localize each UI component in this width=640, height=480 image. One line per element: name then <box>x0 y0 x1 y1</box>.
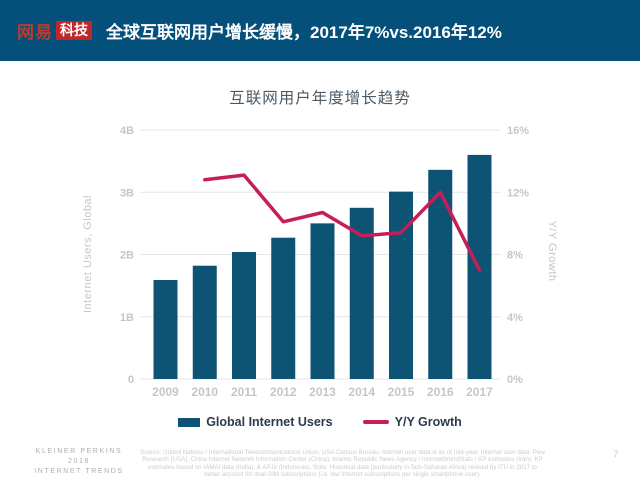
bar-2012 <box>271 237 296 379</box>
year-label: 2013 <box>309 385 336 399</box>
x-axis-year-labels: 2009 2010 2011 2012 2013 2014 2015 2016 2017 <box>152 385 493 399</box>
legend-label: Global Internet Users <box>206 415 333 429</box>
left-tick-label: 4B <box>120 125 134 137</box>
year-label: 2014 <box>348 385 375 399</box>
kleiner-perkins-brand: Kleiner Perkins 2018 Internet Trends <box>20 447 138 477</box>
chart-title: 互联网用户年度增长趋势 <box>229 90 411 107</box>
left-axis-tick-labels: 0 1B 2B 3B 4B <box>120 125 134 386</box>
right-axis-title: Y/Y Growth <box>546 220 558 281</box>
axis-titles: Internet Users, Global Y/Y Growth <box>82 195 558 313</box>
brand-line: 2018 <box>68 458 90 466</box>
brand-line: Kleiner Perkins <box>35 448 123 455</box>
growth-line <box>203 173 482 272</box>
line-swatch-icon <box>362 420 389 424</box>
logo-badge: 科技 <box>56 21 92 40</box>
brand-line: Internet Trends <box>34 468 124 476</box>
legend-label: Y/Y Growth <box>394 415 462 429</box>
header-bar: 网易 科技 全球互联网用户增长缓慢，2017年7%vs.2016年12% <box>0 0 640 61</box>
year-label: 2017 <box>466 385 493 399</box>
year-label: 2012 <box>270 385 297 399</box>
chart-legend: Global Internet Users Y/Y Growth <box>0 411 640 433</box>
bar-2009 <box>153 280 178 379</box>
bar-2011 <box>232 252 256 379</box>
right-tick-label: 8% <box>507 250 523 262</box>
year-label: 2016 <box>427 385 454 399</box>
bar-2013 <box>310 223 335 379</box>
left-axis-title: Internet Users, Global <box>82 195 94 313</box>
right-axis-tick-labels: 0% 4% 8% 12% 16% <box>507 125 529 386</box>
source-note: Source: United Nations / International T… <box>140 449 545 479</box>
netease-tech-logo: 网易 科技 <box>17 18 92 43</box>
right-tick-label: 0% <box>507 374 523 386</box>
chart-growth-line <box>203 173 482 272</box>
legend-item-growth: Y/Y Growth <box>362 415 462 429</box>
year-label: 2011 <box>231 385 257 399</box>
legend-item-users: Global Internet Users <box>178 415 333 429</box>
page-number: 7 <box>613 449 619 459</box>
bar-2010 <box>192 265 217 379</box>
year-label: 2015 <box>388 385 415 399</box>
year-label: 2009 <box>152 385 179 399</box>
left-tick-label: 2B <box>120 250 134 262</box>
right-tick-label: 4% <box>507 312 523 324</box>
left-tick-label: 3B <box>120 187 134 199</box>
chart-bars <box>153 154 492 379</box>
left-tick-label: 0 <box>128 374 134 386</box>
bar-2015 <box>389 191 413 379</box>
left-tick-label: 1B <box>120 312 134 324</box>
right-tick-label: 16% <box>507 125 529 137</box>
year-label: 2010 <box>191 385 218 399</box>
bar-swatch-icon <box>178 417 201 427</box>
right-tick-label: 12% <box>507 187 529 199</box>
page-title: 全球互联网用户增长缓慢，2017年7%vs.2016年12% <box>106 23 502 42</box>
logo-brand-text: 网易 <box>17 23 53 42</box>
